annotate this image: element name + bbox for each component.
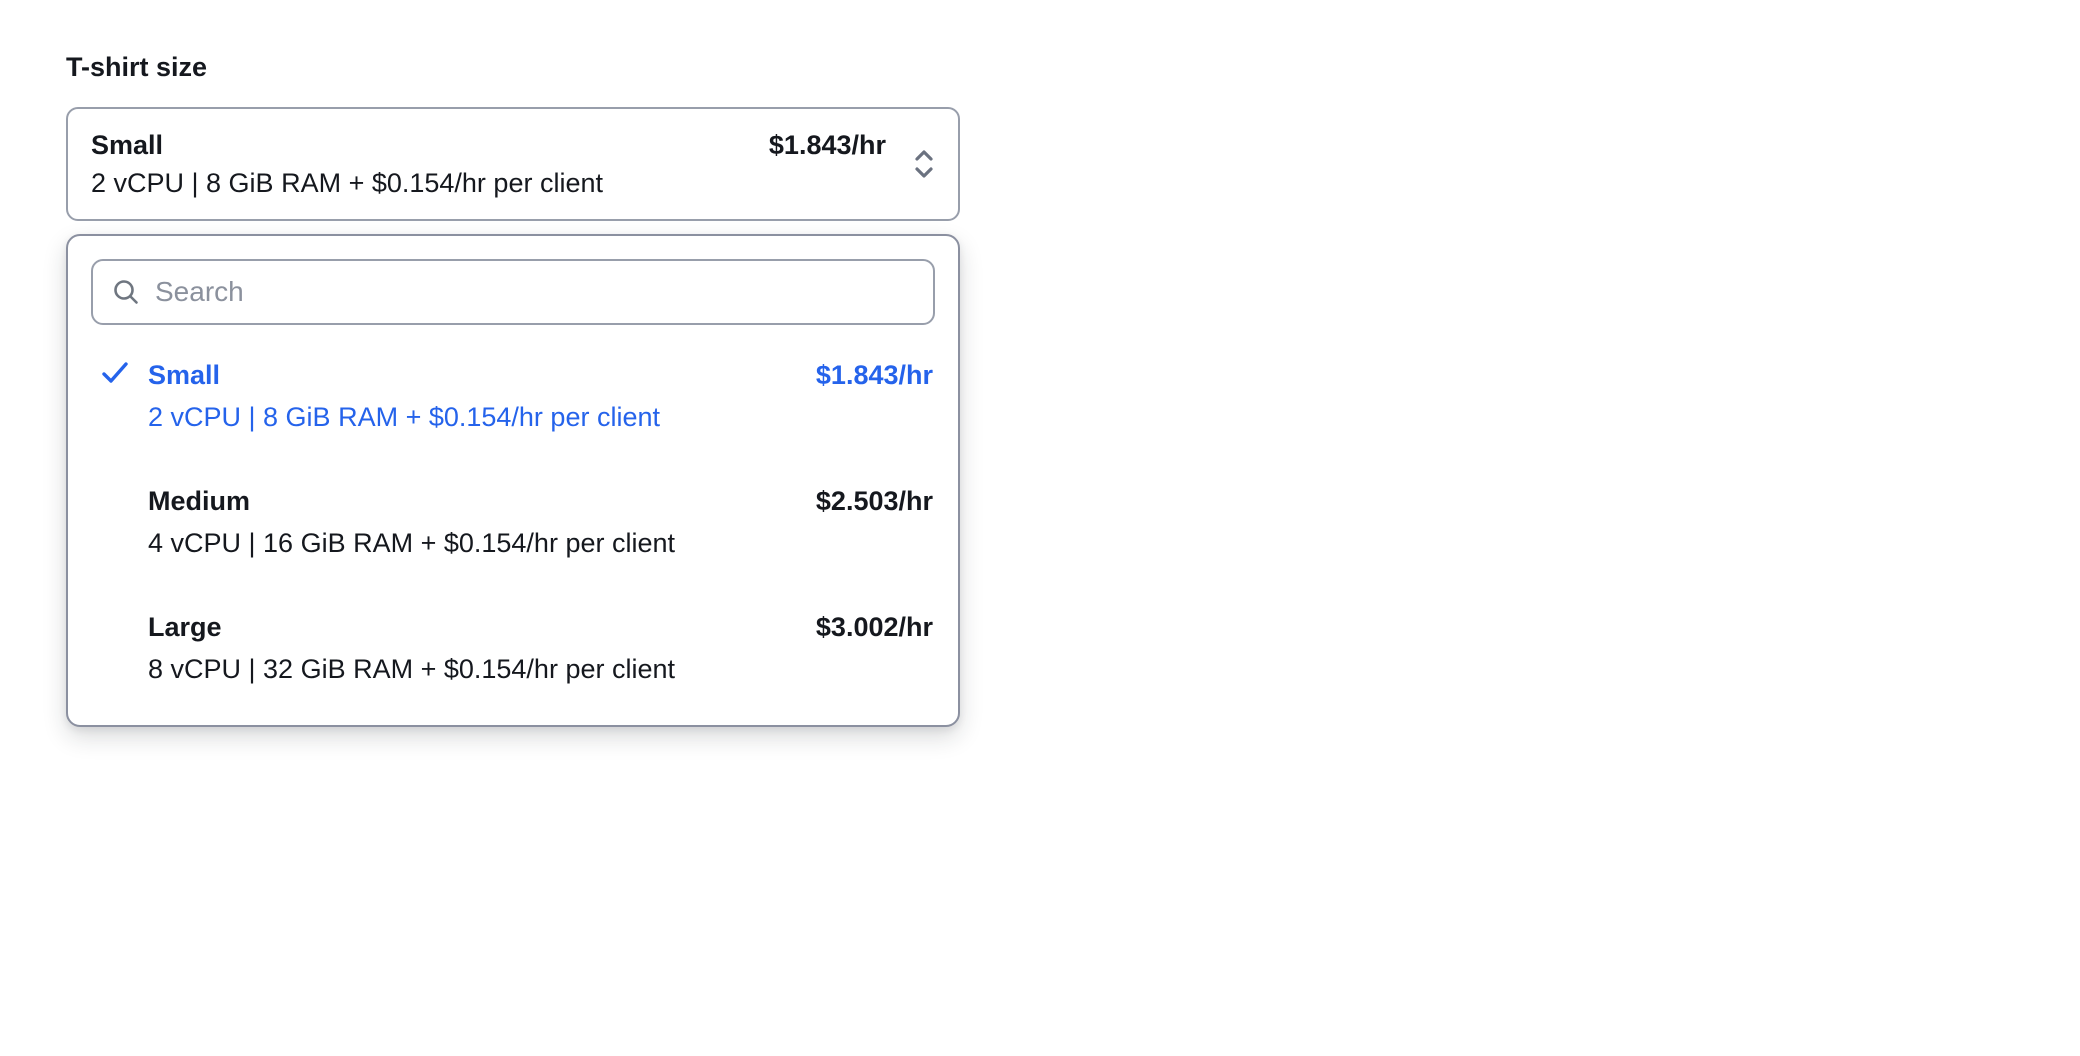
search-box[interactable]: [91, 259, 935, 325]
option-small[interactable]: Small $1.843/hr 2 vCPU | 8 GiB RAM + $0.…: [68, 333, 958, 459]
selected-option-price: $1.843/hr: [768, 130, 886, 160]
option-medium[interactable]: Medium $2.503/hr 4 vCPU | 16 GiB RAM + $…: [68, 459, 958, 585]
option-name: Large: [148, 612, 222, 642]
option-price: $1.843/hr: [815, 360, 933, 390]
field-label: T-shirt size: [66, 52, 208, 82]
size-select-dropdown: Small $1.843/hr 2 vCPU | 8 GiB RAM + $0.…: [66, 234, 960, 727]
option-price: $3.002/hr: [815, 612, 933, 642]
check-icon: [99, 359, 131, 392]
size-select-trigger[interactable]: Small $1.843/hr 2 vCPU | 8 GiB RAM + $0.…: [66, 107, 960, 221]
option-name: Medium: [148, 486, 251, 516]
search-icon: [114, 280, 138, 304]
option-large[interactable]: Large $3.002/hr 8 vCPU | 32 GiB RAM + $0…: [68, 585, 958, 711]
selected-option-name: Small: [91, 130, 164, 160]
selected-option-description: 2 vCPU | 8 GiB RAM + $0.154/hr per clien…: [91, 168, 603, 198]
option-description: 2 vCPU | 8 GiB RAM + $0.154/hr per clien…: [148, 402, 660, 432]
option-name: Small: [148, 360, 221, 390]
tshirt-size-field: T-shirt size Small $1.843/hr 2 vCPU | 8 …: [66, 52, 960, 727]
option-description: 8 vCPU | 32 GiB RAM + $0.154/hr per clie…: [148, 654, 676, 684]
option-price: $2.503/hr: [815, 486, 933, 516]
chevron-up-down-icon: [910, 143, 938, 185]
option-description: 4 vCPU | 16 GiB RAM + $0.154/hr per clie…: [148, 528, 676, 558]
search-input[interactable]: [155, 276, 915, 308]
